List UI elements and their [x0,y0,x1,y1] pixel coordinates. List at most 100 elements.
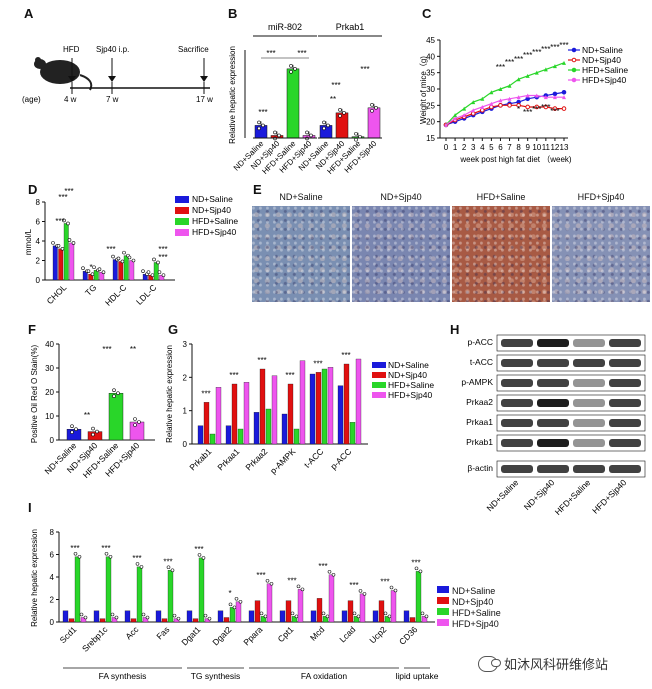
i-bar [68,618,75,623]
c-point [489,90,494,95]
d-data-point [116,256,121,261]
g-y-tick-label: 0 [183,440,188,449]
b-data-point [273,130,277,135]
c-point [562,60,566,65]
wb-band [501,419,533,427]
wb-band [501,379,533,387]
ihc-images: ND+Saline ND+Sjp40 HFD+Saline HFD+Sjp40 [252,192,652,304]
f-data-point [112,388,116,392]
c-x-label: week post high fat diet （week) [459,155,572,164]
timeline-hfd-label: HFD [63,45,80,54]
i-bar [372,610,379,623]
i-bar [62,610,69,623]
i-data-point [424,614,429,619]
f-bar [129,421,145,441]
i-data-point [269,581,274,586]
g-sig: *** [341,351,350,360]
i-bar [390,590,397,623]
i-bar [260,616,267,623]
c-point [552,95,557,100]
g-x-label: Prkaa1 [215,446,241,472]
wb-lane-label: ND+Saline [484,477,520,513]
f-data-point [74,427,78,431]
chart-d: 0 2 4 6 8 mmol/L CHOL TG HDL-C LDL-C ND+SalineND+S… [25,187,238,308]
g-sig: *** [285,371,294,380]
i-bracket-label: FA oxidation [301,671,348,681]
wb-protein-label: t-ACC [470,357,493,367]
c-sig: *** [523,108,532,117]
b-data-point [354,131,358,136]
b-data-point [293,67,297,71]
c-point [525,96,530,102]
d-bar [69,242,75,281]
ihc-panel: HFD+Sjp40 [552,192,650,304]
i-bar [74,556,81,623]
c-series-line [445,62,565,126]
i-sig: *** [101,544,110,553]
panel-label-d: D [28,182,38,197]
c-point [470,111,476,116]
c-point [489,104,494,110]
chart-i: 0 2 4 6 8 Relative hepatic expression Scd1 *** S… [30,528,449,681]
i-bar [421,616,428,623]
i-legend-label: ND+Saline [452,586,496,596]
d-bar [52,245,58,281]
wb-band [537,379,569,387]
panel-label-i: I [28,500,32,515]
i-sig: *** [318,562,327,571]
i-x-label: Acc [123,624,141,642]
western-blot: p-ACC t-ACC p-AMPK Prkaa2 Prkaa1 Prkab1 β-acti… [461,334,646,517]
g-legend-label: ND+Sjp40 [388,370,427,380]
ihc-label: ND+Saline [279,192,323,202]
i-sig: *** [287,576,296,585]
i-data-point [141,612,146,617]
g-x-label: p-ACC [328,446,353,471]
g-bar [203,402,210,445]
i-data-point [176,616,181,621]
wb-band [609,465,641,473]
c-point [453,113,458,118]
f-sig: ** [130,345,136,354]
wb-band [501,359,533,367]
c-y-label: Weight of mice（g) [419,56,428,124]
g-x-label: t-ACC [302,446,325,469]
d-data-point [156,260,160,265]
panel-label-c: C [422,6,432,21]
i-bar [130,618,137,623]
i-sig: *** [194,545,203,554]
i-data-point [383,611,388,616]
d-y-tick-label: 6 [36,218,41,227]
b-data-point [322,126,326,131]
d-sig: *** [58,193,67,202]
f-data-point [91,426,95,431]
d-sig: *** [158,253,167,262]
panel-label-g: G [168,322,179,337]
c-x-tick-label: 0 [444,143,449,152]
i-x-label: Lcad [337,624,357,644]
mouse-icon [34,57,93,91]
c-y-tick-label: 45 [426,36,435,45]
wb-protein-label: Prkaa1 [466,417,493,427]
i-bar [186,610,193,623]
i-y-tick-label: 8 [50,528,55,537]
i-data-point [325,614,330,619]
i-data-point [197,553,202,557]
d-data-point [141,269,145,273]
i-bar [217,610,224,623]
g-legend-swatch [372,382,386,388]
i-data-point [238,599,243,604]
i-sig: *** [411,558,420,567]
d-legend-label: HFD+Sjp40 [192,227,236,237]
d-data-point [56,244,61,248]
wb-protein-label: Prkab1 [466,437,493,447]
d-x-label: TG [83,282,98,297]
g-bar [265,408,272,445]
i-bar [353,616,360,623]
i-data-point [296,584,301,589]
wb-lane-label: ND+Sjp40 [522,477,557,512]
b-bar [335,112,349,139]
f-data-point [95,429,99,434]
panel-label-e: E [253,182,262,197]
i-data-point [232,605,237,610]
i-bar [142,617,149,623]
